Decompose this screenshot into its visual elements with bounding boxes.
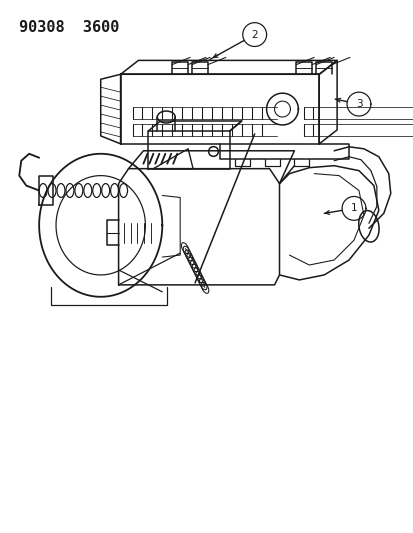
Text: 90308  3600: 90308 3600 [19, 20, 119, 35]
Text: 1: 1 [350, 204, 356, 213]
Text: 3: 3 [355, 99, 361, 109]
Text: 2: 2 [251, 29, 257, 39]
